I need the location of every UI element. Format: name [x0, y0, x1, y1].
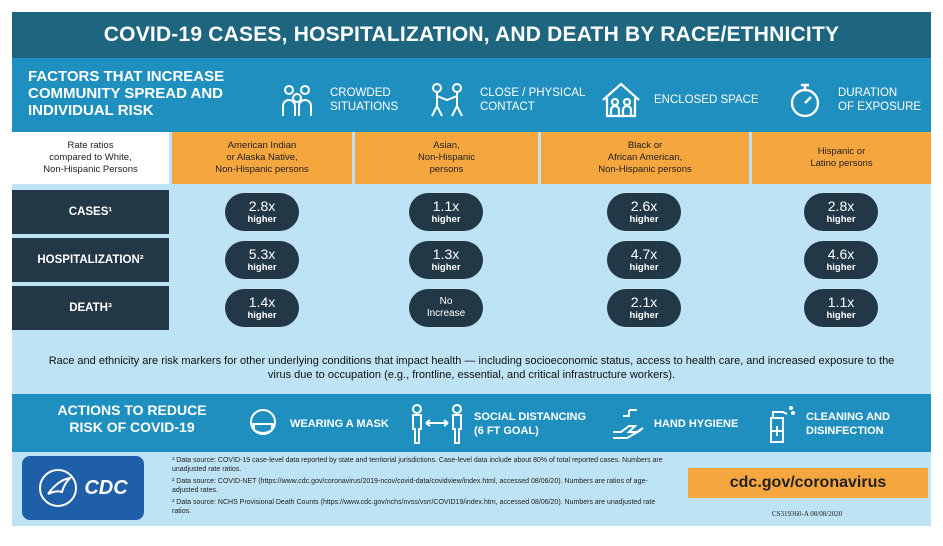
source-note-1: ¹ Data source: COVID-19 case-level data …	[172, 457, 663, 473]
factors-heading: FACTORS THAT INCREASE COMMUNITY SPREAD A…	[28, 68, 225, 119]
mask-icon	[244, 403, 282, 445]
table-lead-header: Rate ratios compared to White, Non-Hispa…	[12, 132, 169, 184]
factor-label: CROWDED SITUATIONS	[330, 87, 399, 113]
house-icon	[598, 77, 644, 123]
factor-label: ENCLOSED SPACE	[654, 94, 759, 106]
data-sources: ¹ Data source: COVID-19 case-level data …	[172, 456, 672, 519]
action-hand-hygiene: HAND HYGIENE	[608, 400, 738, 448]
factor-crowded: CROWDED SITUATIONS	[274, 72, 398, 128]
action-label: CLEANING AND DISINFECTION	[806, 411, 890, 437]
factor-duration: DURATION OF EXPOSURE	[782, 72, 921, 128]
group-header-asian: Asian, Non-Hispanic persons	[355, 132, 538, 184]
factors-banner: FACTORS THAT INCREASE COMMUNITY SPREAD A…	[12, 62, 931, 136]
action-mask: WEARING A MASK	[244, 400, 389, 448]
actions-banner: ACTIONS TO REDUCE RISK OF COVID-19 WEARI…	[12, 396, 931, 452]
factor-contact: CLOSE / PHYSICAL CONTACT	[424, 72, 585, 128]
value-pill: 1.4x higher	[225, 289, 299, 327]
crowd-icon	[274, 77, 320, 123]
value-pill: 2.1x higher	[607, 289, 681, 327]
value-pill: 5.3x higher	[225, 241, 299, 279]
row-label-death: DEATH³	[12, 286, 169, 330]
row-label-hospitalization: HOSPITALIZATION²	[12, 238, 169, 282]
cdc-logo: CDC	[22, 456, 144, 520]
action-distancing: SOCIAL DISTANCING (6 FT GOAL)	[408, 400, 586, 448]
value-pill: 4.6x higher	[804, 241, 878, 279]
source-note-2: ² Data source: COVID-NET (https://www.cd…	[172, 478, 648, 494]
action-label: WEARING A MASK	[290, 418, 389, 430]
cdc-url[interactable]: cdc.gov/coronavirus	[688, 468, 928, 498]
value-pill: 4.7x higher	[607, 241, 681, 279]
value-pill: No Increase	[409, 289, 483, 327]
contact-icon	[424, 77, 470, 123]
cdc-logo-text: CDC	[84, 476, 128, 499]
action-label: HAND HYGIENE	[654, 418, 739, 430]
source-note-3: ³ Data source: NCHS Provisional Death Co…	[172, 499, 656, 515]
group-header-black: Black or African American, Non-Hispanic …	[541, 132, 749, 184]
value-pill: 1.1x higher	[804, 289, 878, 327]
factor-label: CLOSE / PHYSICAL CONTACT	[480, 87, 586, 113]
infographic: COVID-19 CASES, HOSPITALIZATION, AND DEA…	[12, 12, 931, 526]
action-cleaning: CLEANING AND DISINFECTION	[760, 400, 890, 448]
actions-heading: ACTIONS TO REDUCE RISK OF COVID-19	[57, 402, 207, 435]
spray-bottle-icon	[760, 403, 798, 445]
risk-marker-note: Race and ethnicity are risk markers for …	[12, 342, 931, 394]
footer: CDC ¹ Data source: COVID-19 case-level d…	[12, 452, 931, 526]
distancing-icon	[408, 403, 466, 445]
note-text: Race and ethnicity are risk markers for …	[48, 355, 895, 381]
row-label-cases: CASES¹	[12, 190, 169, 234]
hhs-eagle-icon	[39, 469, 78, 507]
hand-wash-icon	[608, 403, 646, 445]
page-title: COVID-19 CASES, HOSPITALIZATION, AND DEA…	[12, 12, 931, 58]
value-pill: 2.8x higher	[225, 193, 299, 231]
publication-code: CS319360-A 08/08/2020	[772, 510, 843, 518]
rate-ratio-table: Rate ratios compared to White, Non-Hispa…	[12, 132, 931, 352]
value-pill: 1.1x higher	[409, 193, 483, 231]
value-pill: 2.6x higher	[607, 193, 681, 231]
action-label: SOCIAL DISTANCING (6 FT GOAL)	[474, 411, 587, 437]
factor-enclosed: ENCLOSED SPACE	[598, 72, 759, 128]
value-pill: 1.3x higher	[409, 241, 483, 279]
stopwatch-icon	[782, 77, 828, 123]
value-pill: 2.8x higher	[804, 193, 878, 231]
group-header-aian: American Indian or Alaska Native, Non-Hi…	[172, 132, 352, 184]
group-header-hispanic: Hispanic or Latino persons	[752, 132, 931, 184]
factor-label: DURATION OF EXPOSURE	[838, 87, 922, 113]
